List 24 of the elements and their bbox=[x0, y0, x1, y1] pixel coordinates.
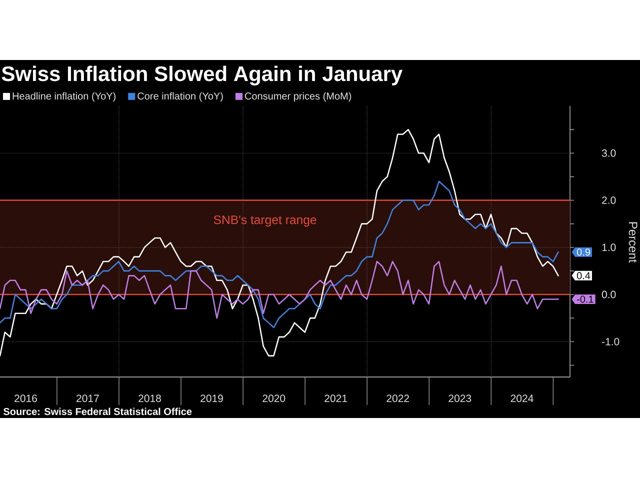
y-tick-label: 3.0 bbox=[602, 149, 616, 157]
x-tick-label: 2017 bbox=[76, 394, 99, 402]
band-label: SNB's target range bbox=[214, 215, 316, 227]
legend-label: Core inflation (YoY) bbox=[138, 92, 223, 102]
x-tick-label: 2020 bbox=[262, 394, 286, 402]
source-note: Source: Swiss Federal Statistical Office bbox=[3, 408, 192, 416]
x-tick-label: 2016 bbox=[14, 394, 37, 402]
x-tick-label: 2024 bbox=[510, 394, 534, 402]
x-tick-label: 2018 bbox=[138, 394, 161, 402]
data-label: 0.4 bbox=[576, 272, 590, 280]
legend-label: Headline inflation (YoY) bbox=[12, 92, 116, 102]
y-tick-label: 2.0 bbox=[602, 196, 616, 204]
y-tick-label: 0.0 bbox=[602, 290, 616, 298]
chart-title: Swiss Inflation Slowed Again in January bbox=[2, 66, 403, 86]
x-tick-label: 2023 bbox=[448, 394, 472, 402]
y-tick-label: 1.0 bbox=[602, 244, 616, 252]
x-tick-label: 2022 bbox=[386, 394, 409, 402]
legend-label: Consumer prices (MoM) bbox=[244, 92, 352, 102]
x-tick-label: 2021 bbox=[324, 394, 347, 402]
data-label: -0.1 bbox=[577, 296, 594, 303]
y-tick-label: -1.0 bbox=[602, 338, 620, 346]
data-label: 0.9 bbox=[576, 248, 590, 256]
x-tick-label: 2019 bbox=[200, 394, 223, 402]
y-axis-title: Percent bbox=[628, 222, 638, 263]
